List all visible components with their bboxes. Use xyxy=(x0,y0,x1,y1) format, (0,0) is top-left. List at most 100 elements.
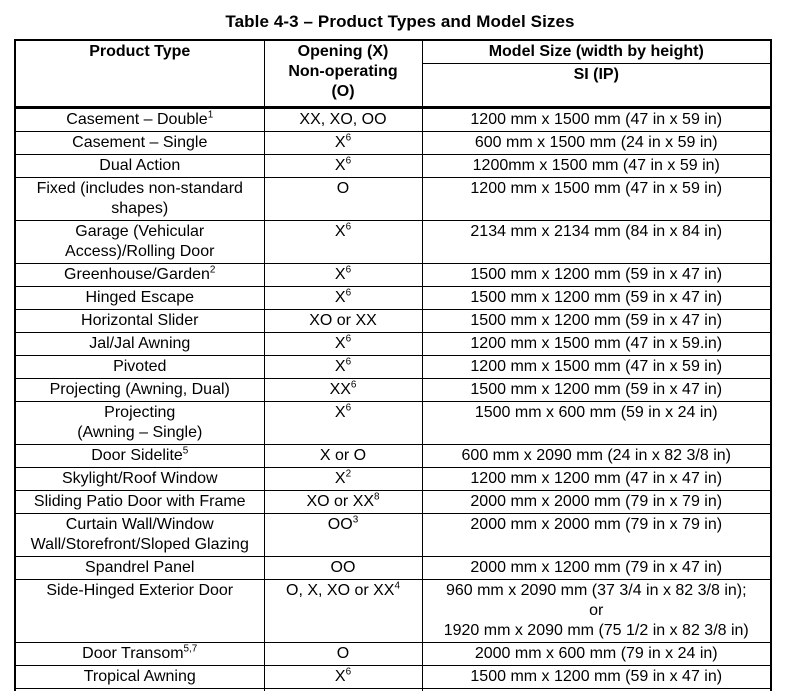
model-size-cell: 600 mm x 1500 mm (24 in x 59 in) xyxy=(421,131,772,155)
header-row-si: SI (IP) xyxy=(15,63,772,109)
opening-text: O xyxy=(336,180,350,197)
opening-text: O xyxy=(336,645,350,662)
opening-footnote-superscript: 6 xyxy=(345,402,352,414)
model-size-text: 1200 mm x 1500 mm (47 in x 59 in) xyxy=(470,180,723,197)
opening-cell: XO or XX xyxy=(263,309,423,333)
product-type-text: Pivoted xyxy=(113,358,167,375)
opening-text: OO xyxy=(327,516,353,533)
model-size-cell: 1200 mm x 1500 mm (47 in x 59 in) xyxy=(421,177,772,221)
opening-text: XX, XO, OO xyxy=(299,111,387,128)
opening-footnote-superscript: 6 xyxy=(345,333,352,345)
product-type-text: Greenhouse/Garden xyxy=(64,266,210,283)
table-row: Hinged Escape X6 1500 mm x 1200 mm (59 i… xyxy=(14,286,772,310)
opening-footnote-superscript: 6 xyxy=(345,132,352,144)
opening-cell: O xyxy=(263,177,423,221)
product-type-text: Sliding Patio Door with Frame xyxy=(33,493,246,510)
opening-cell: OO3 xyxy=(263,513,423,557)
product-type-cell: Projecting (Awning, Dual) xyxy=(14,378,265,402)
opening-text: X or O xyxy=(319,447,367,464)
opening-footnote-superscript: 6 xyxy=(350,379,357,391)
model-size-cell: 1500 mm x 1200 mm (59 in x 47 in) xyxy=(421,665,772,689)
model-size-cell: 350 mm Dia. (14 in Dia.) xyxy=(421,688,772,691)
model-size-text: 1500 mm x 1200 mm (59 in x 47 in) xyxy=(470,312,723,329)
product-type-text: Door Sidelite xyxy=(91,447,183,464)
opening-footnote-superscript: 4 xyxy=(394,580,400,592)
opening-cell: X6 xyxy=(263,154,423,178)
product-type-text: Tropical Awning xyxy=(83,668,196,685)
opening-footnote-superscript: 6 xyxy=(345,155,352,167)
product-type-cell: Spandrel Panel xyxy=(14,556,265,580)
product-type-text: Horizontal Slider xyxy=(81,312,199,329)
table-row: Casement – Single X6 600 mm x 1500 mm (2… xyxy=(14,131,772,155)
table-body: Casement – Double1 XX, XO, OO 1200 mm x … xyxy=(14,107,772,691)
opening-text: OO xyxy=(330,559,356,576)
product-type-text: Jal/Jal Awning xyxy=(89,335,191,352)
model-size-cell: 960 mm x 2090 mm (37 3/4 in x 82 3/8 in)… xyxy=(421,579,772,643)
opening-cell: X6 xyxy=(263,665,423,689)
product-type-text: Casement – Single xyxy=(72,134,208,151)
opening-text: X xyxy=(334,266,346,283)
opening-text: X xyxy=(334,470,346,487)
opening-text: XX xyxy=(329,381,351,398)
product-footnote-superscript: 5,7 xyxy=(183,643,198,655)
opening-cell: X6 xyxy=(263,401,423,445)
model-size-text: 1200mm x 1500 mm (47 in x 59 in) xyxy=(472,157,720,174)
product-type-cell: Pivoted xyxy=(14,355,265,379)
product-type-cell: Hinged Escape xyxy=(14,286,265,310)
product-type-text: Curtain Wall/Window Wall/Storefront/Slop… xyxy=(30,516,249,553)
opening-cell: X6 xyxy=(263,263,423,287)
model-size-text: 1500 mm x 1200 mm (59 in x 47 in) xyxy=(470,381,723,398)
model-size-text: 1500 mm x 1200 mm (59 in x 47 in) xyxy=(470,668,723,685)
product-type-cell: Horizontal Slider xyxy=(14,309,265,333)
model-size-text: 1200 mm x 1200 mm (47 in x 47 in) xyxy=(470,470,723,487)
model-size-text: 1500 mm x 1200 mm (59 in x 47 in) xyxy=(470,289,723,306)
opening-footnote-superscript: 6 xyxy=(345,356,352,368)
opening-footnote-superscript: 6 xyxy=(345,264,352,276)
opening-text: O, X, XO or XX xyxy=(286,582,395,599)
model-size-cell: 1500 mm x 1200 mm (59 in x 47 in) xyxy=(421,378,772,402)
model-size-text: 1200 mm x 1500 mm (47 in x 59 in) xyxy=(470,358,723,375)
opening-footnote-superscript: 3 xyxy=(352,514,359,526)
product-type-cell: Garage (Vehicular Access)/Rolling Door xyxy=(14,220,265,264)
opening-cell: X or O xyxy=(263,444,423,468)
product-footnote-superscript: 2 xyxy=(209,264,216,276)
model-size-text: 960 mm x 2090 mm (37 3/4 in x 82 3/8 in)… xyxy=(443,582,749,639)
model-size-text: 2000 mm x 1200 mm (79 in x 47 in) xyxy=(470,559,723,576)
product-type-text: Projecting (Awning, Dual) xyxy=(49,381,230,398)
model-size-cell: 2000 mm x 2000 mm (79 in x 79 in) xyxy=(421,490,772,514)
product-type-text: Fixed (includes non-standard shapes) xyxy=(36,180,243,217)
model-size-cell: 2000 mm x 600 mm (79 in x 24 in) xyxy=(421,642,772,666)
table-row: Horizontal Slider XO or XX 1500 mm x 120… xyxy=(14,309,772,333)
table-row: Fixed (includes non-standard shapes) O 1… xyxy=(14,177,772,221)
product-types-table: Product Type Opening (X) Non-operating (… xyxy=(14,39,772,691)
model-size-text: 2000 mm x 2000 mm (79 in x 79 in) xyxy=(470,516,723,533)
product-type-cell: Casement – Double1 xyxy=(14,107,265,132)
table-row: Pivoted X6 1200 mm x 1500 mm (47 in x 59… xyxy=(14,355,772,379)
header-model-size: Model Size (width by height) xyxy=(421,39,772,64)
opening-text: X xyxy=(334,404,346,421)
table-row: Side-Hinged Exterior Door O, X, XO or XX… xyxy=(14,579,772,643)
product-type-text: Skylight/Roof Window xyxy=(61,470,218,487)
model-size-cell: 1500 mm x 1200 mm (59 in x 47 in) xyxy=(421,263,772,287)
opening-text: X xyxy=(334,223,346,240)
product-type-text: Hinged Escape xyxy=(85,289,194,306)
product-type-cell: Casement – Single xyxy=(14,131,265,155)
table-row: Curtain Wall/Window Wall/Storefront/Slop… xyxy=(14,513,772,557)
model-size-text: 1200 mm x 1500 mm (47 in x 59.in) xyxy=(470,335,723,352)
product-type-cell: Door Transom5,7 xyxy=(14,642,265,666)
opening-cell: XX6 xyxy=(263,378,423,402)
table-row: Tubular Daylighting Device O 350 mm Dia.… xyxy=(14,688,772,691)
opening-text: XO or XX xyxy=(306,493,375,510)
opening-cell: OO xyxy=(263,556,423,580)
opening-cell: O, X, XO or XX4 xyxy=(263,579,423,643)
opening-cell: X6 xyxy=(263,286,423,310)
opening-cell: O xyxy=(263,642,423,666)
opening-footnote-superscript: 2 xyxy=(345,468,352,480)
header-row-top: Product Type Opening (X) Non-operating (… xyxy=(14,39,772,109)
opening-text: XO or XX xyxy=(309,312,377,329)
product-type-cell: Jal/Jal Awning xyxy=(14,332,265,356)
product-type-cell: Tropical Awning xyxy=(14,665,265,689)
table-row: Sliding Patio Door with Frame XO or XX8 … xyxy=(14,490,772,514)
table-row: Jal/Jal Awning X6 1200 mm x 1500 mm (47 … xyxy=(14,332,772,356)
